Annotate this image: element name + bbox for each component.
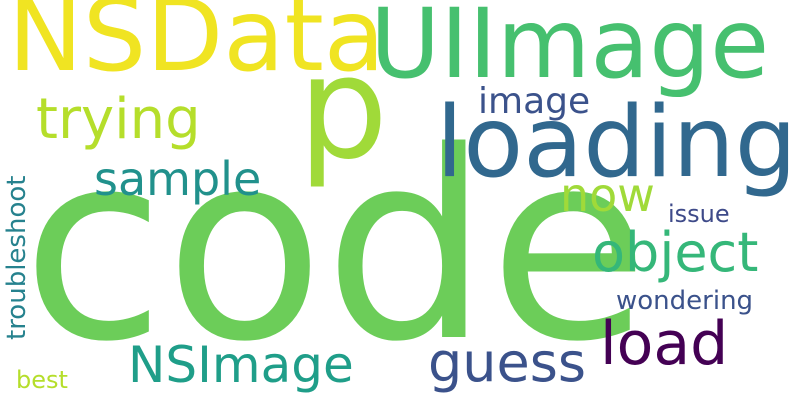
word-best: best [16,366,68,394]
word-loading: loading [436,86,797,200]
word-p: p [298,26,389,191]
word-uiimage: UIImage [370,0,770,100]
word-issue: issue [668,200,730,228]
word-trying: trying [36,87,201,152]
word-load: load [600,309,729,379]
word-wondering: wondering [616,286,754,316]
word-troubleshoot: troubleshoot [2,175,32,340]
word-guess: guess [428,331,586,394]
word-image: image [478,81,591,122]
word-object: object [592,221,759,284]
word-sample: sample [94,152,262,206]
word-now: now [560,168,655,222]
word-nsimage: NSImage [128,336,354,394]
word-code: code [22,97,650,399]
word-nsdata: NSData [8,0,386,94]
